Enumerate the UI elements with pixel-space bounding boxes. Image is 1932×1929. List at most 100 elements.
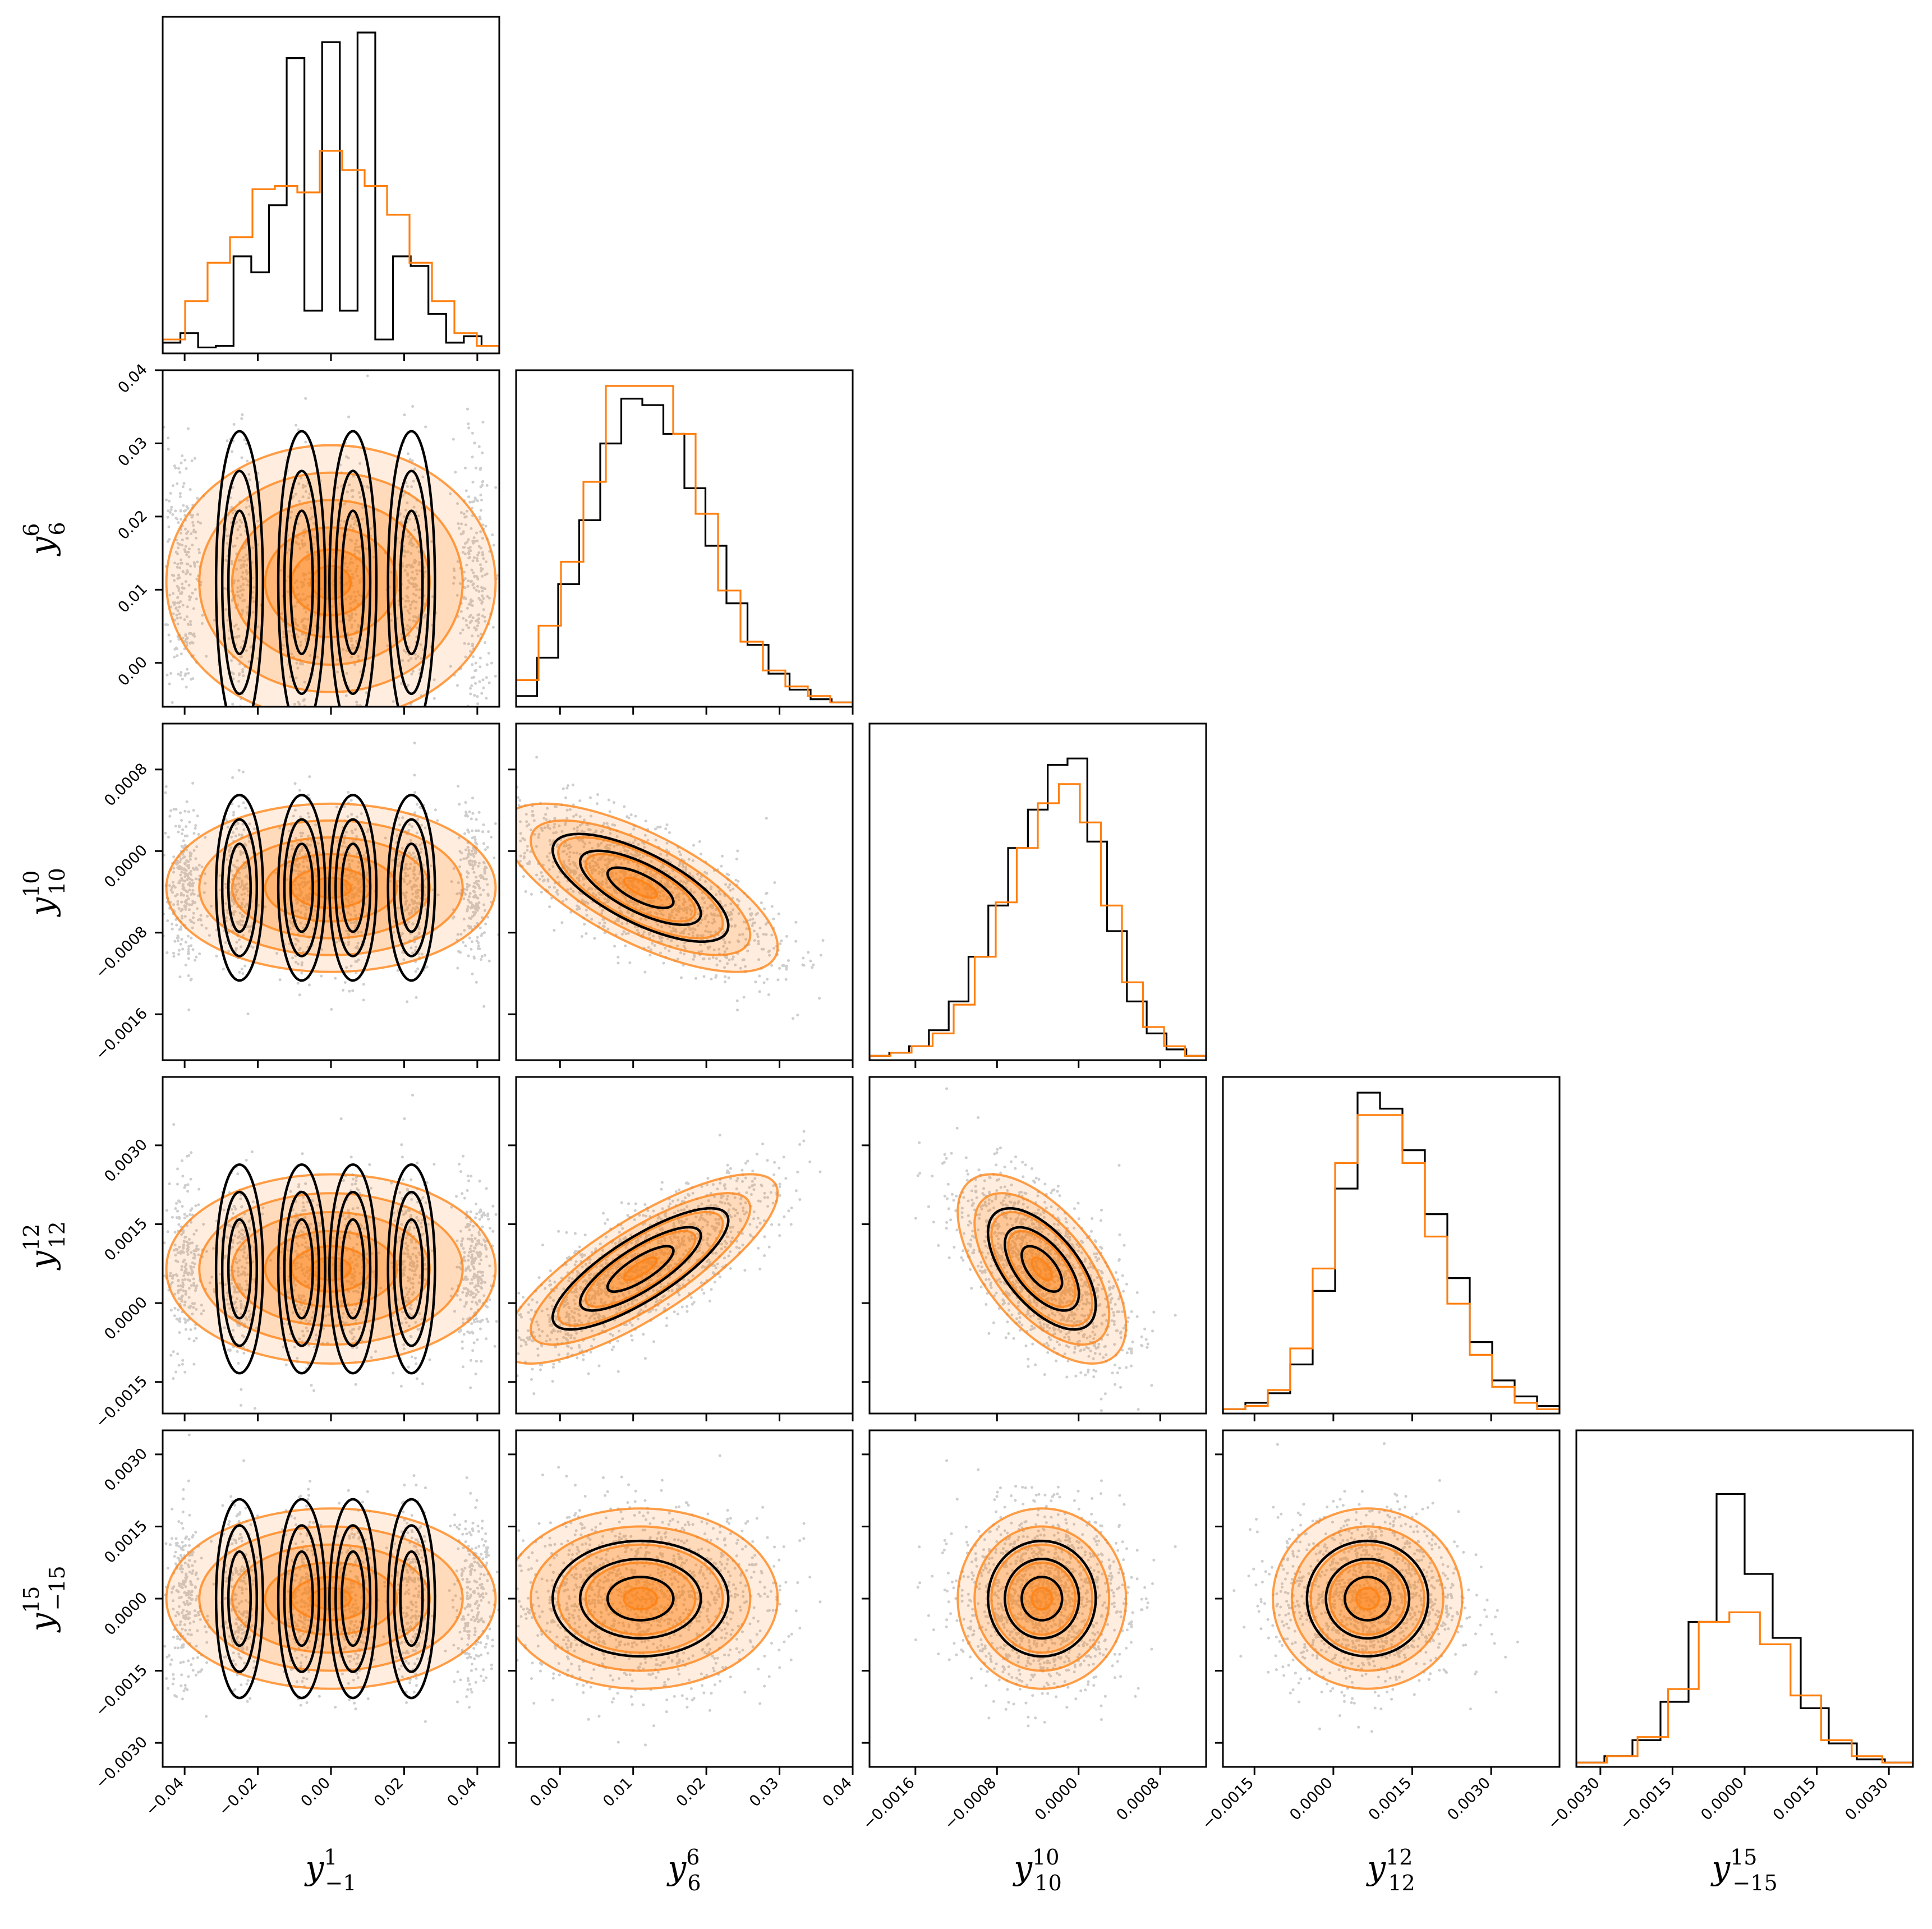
gaussian-contour: [556, 836, 724, 940]
x-tick-label-4: 0.0030: [1444, 1774, 1494, 1824]
gaussian-contour: [1031, 1256, 1054, 1282]
sample-contour: [289, 843, 314, 933]
histogram-5: [1576, 1493, 1913, 1767]
x-tick-label-2: 0.04: [820, 1774, 855, 1810]
gaussian-contour: [623, 876, 659, 899]
gaussian-contour: [530, 1192, 752, 1346]
scatter-panel-2-1: [163, 374, 499, 707]
gaussian-contour: [1272, 1507, 1464, 1690]
sample-contour: [606, 1245, 675, 1293]
sample-contour: [227, 1550, 252, 1647]
x-axis-label-3: y10 10: [1012, 1845, 1062, 1895]
scatter-panel-3-1: [163, 742, 499, 1016]
gaussian-contour: [1031, 1586, 1054, 1611]
sample-contour: [1324, 1558, 1411, 1640]
sample-contour: [987, 1207, 1097, 1331]
sample-contour: [606, 1576, 675, 1622]
sample-contour: [277, 1498, 326, 1700]
sample-contour: [1305, 1539, 1430, 1658]
sample-contour: [289, 509, 314, 656]
y-tick-label-5: 0.0030: [101, 1445, 151, 1495]
x-tick-label-5: −0.0015: [1617, 1774, 1676, 1833]
histogram-4-series-a: [1223, 1092, 1560, 1414]
y-tick-label-3: −0.0016: [92, 1005, 151, 1064]
y-axis-label-2: y66: [19, 522, 70, 556]
sample-contour: [328, 794, 378, 982]
sample-contour: [341, 509, 366, 656]
sample-contour: [227, 509, 252, 656]
y-tick-label-3: 0.0000: [101, 841, 151, 891]
sample-contour: [220, 818, 259, 957]
histogram-5-series-a: [1576, 1493, 1913, 1767]
sample-contour: [393, 469, 430, 696]
scatter-panel-5-1: [163, 1433, 499, 1723]
histogram-1-series-b: [163, 150, 499, 353]
gaussian-contour: [973, 1525, 1111, 1672]
histogram-2-series-a: [516, 398, 853, 707]
gaussian-contour: [1309, 1543, 1426, 1654]
y-tick-label-2: 0.04: [115, 361, 151, 397]
sample-contour: [393, 818, 430, 957]
x-tick-label-5: 0.0000: [1698, 1774, 1747, 1824]
sample-contour: [220, 469, 259, 696]
sample-contour: [227, 843, 252, 933]
y-axis-label-5: y15−15: [19, 1566, 70, 1633]
gaussian-contour: [956, 1507, 1128, 1690]
y-axis-label-4: y1212: [19, 1221, 70, 1271]
sample-contour: [1020, 1576, 1064, 1622]
x-tick-label-3: −0.0016: [859, 1774, 918, 1833]
sample-contour: [399, 1550, 424, 1647]
y-tick-label-4: 0.0000: [101, 1293, 151, 1343]
x-tick-label-1: 0.04: [444, 1774, 480, 1810]
gaussian-contour: [557, 1543, 724, 1654]
y-tick-label-3: −0.0008: [92, 923, 151, 982]
sample-contour: [606, 866, 675, 909]
gaussian-contour: [310, 876, 352, 899]
sample-contour: [334, 1190, 372, 1347]
histogram-2-series-b: [516, 385, 853, 707]
gaussian-contour: [584, 853, 697, 923]
scatter-panel-3-2: [516, 756, 825, 1020]
histogram-1: [163, 31, 499, 353]
y-tick-label-2: 0.03: [115, 434, 151, 469]
sample-contour: [551, 1207, 730, 1331]
sample-contour: [277, 794, 326, 982]
scatter-panel-5-2: [516, 1454, 822, 1747]
sample-contour: [334, 469, 372, 696]
x-tick-label-3: 0.0000: [1032, 1774, 1082, 1824]
panel-frame: [868, 1076, 1207, 1415]
sample-contour: [578, 849, 702, 926]
y-tick-label-4: 0.0030: [101, 1136, 151, 1186]
sample-contour: [551, 1539, 730, 1658]
panel-frame: [162, 16, 500, 355]
scatter-panel-5-3: [914, 1459, 1177, 1728]
sample-contour: [341, 1550, 366, 1647]
sample-contour: [578, 1558, 702, 1640]
gaussian-contour: [1290, 1525, 1445, 1672]
gaussian-contour: [623, 1256, 659, 1282]
gaussian-contour: [1007, 1230, 1077, 1308]
gaussian-contour: [516, 1507, 779, 1690]
x-axis-label-5: y15 −15: [1710, 1845, 1777, 1895]
sample-contour: [987, 1539, 1097, 1658]
y-tick-label-2: 0.02: [115, 507, 151, 543]
x-tick-label-2: 0.00: [527, 1774, 563, 1810]
gaussian-contour: [990, 1210, 1094, 1327]
x-tick-label-2: 0.01: [600, 1774, 636, 1810]
sample-contour: [328, 1498, 378, 1700]
histogram-1-series-a: [163, 31, 499, 353]
gaussian-contour: [310, 1256, 352, 1282]
y-tick-label-2: 0.01: [115, 580, 151, 616]
x-tick-label-4: 0.0000: [1286, 1774, 1336, 1824]
panel-frame: [515, 1076, 854, 1415]
scatter-panel-4-3: [914, 1087, 1177, 1414]
sample-contour: [214, 794, 265, 982]
y-tick-label-2: 0.00: [115, 653, 151, 689]
y-tick-label-5: 0.0015: [101, 1517, 151, 1567]
histogram-3: [870, 757, 1206, 1060]
sample-contour: [283, 1190, 320, 1347]
sample-contour: [393, 1524, 430, 1673]
x-tick-label-1: −0.02: [215, 1774, 260, 1819]
sample-contour: [283, 469, 320, 696]
